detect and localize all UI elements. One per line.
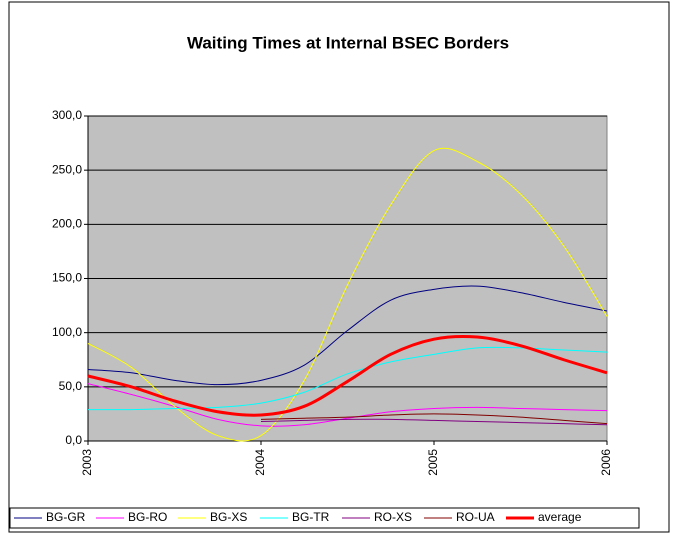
legend-label: BG-GR (46, 510, 86, 524)
legend-label: BG-XS (210, 510, 247, 524)
series-line (87, 285, 608, 386)
legend-label: RO-UA (456, 510, 495, 524)
y-tick-label: 300,0 (52, 108, 82, 122)
chart-title: Waiting Times at Internal BSEC Borders (187, 33, 509, 52)
series-line (87, 346, 608, 411)
legend-box (9, 507, 640, 529)
x-tick-label: 2004 (253, 449, 267, 476)
y-tick-label: 250,0 (52, 162, 82, 176)
x-tick-label: 2006 (599, 449, 613, 476)
series-line (87, 334, 608, 417)
series-line (260, 413, 608, 425)
y-tick-label: 150,0 (52, 271, 82, 285)
x-tick-label: 2003 (80, 449, 94, 476)
series-line (87, 147, 608, 442)
y-tick-label: 200,0 (52, 217, 82, 231)
y-tick-label: 0,0 (65, 433, 82, 447)
y-tick-label: 50,0 (59, 379, 83, 393)
x-tick-label: 2005 (426, 449, 440, 476)
y-tick-label: 100,0 (52, 325, 82, 339)
legend-label: RO-XS (374, 510, 412, 524)
series-line (260, 418, 608, 426)
legend-label: average (538, 510, 582, 524)
legend-label: BG-RO (128, 510, 167, 524)
legend-label: BG-TR (292, 510, 330, 524)
